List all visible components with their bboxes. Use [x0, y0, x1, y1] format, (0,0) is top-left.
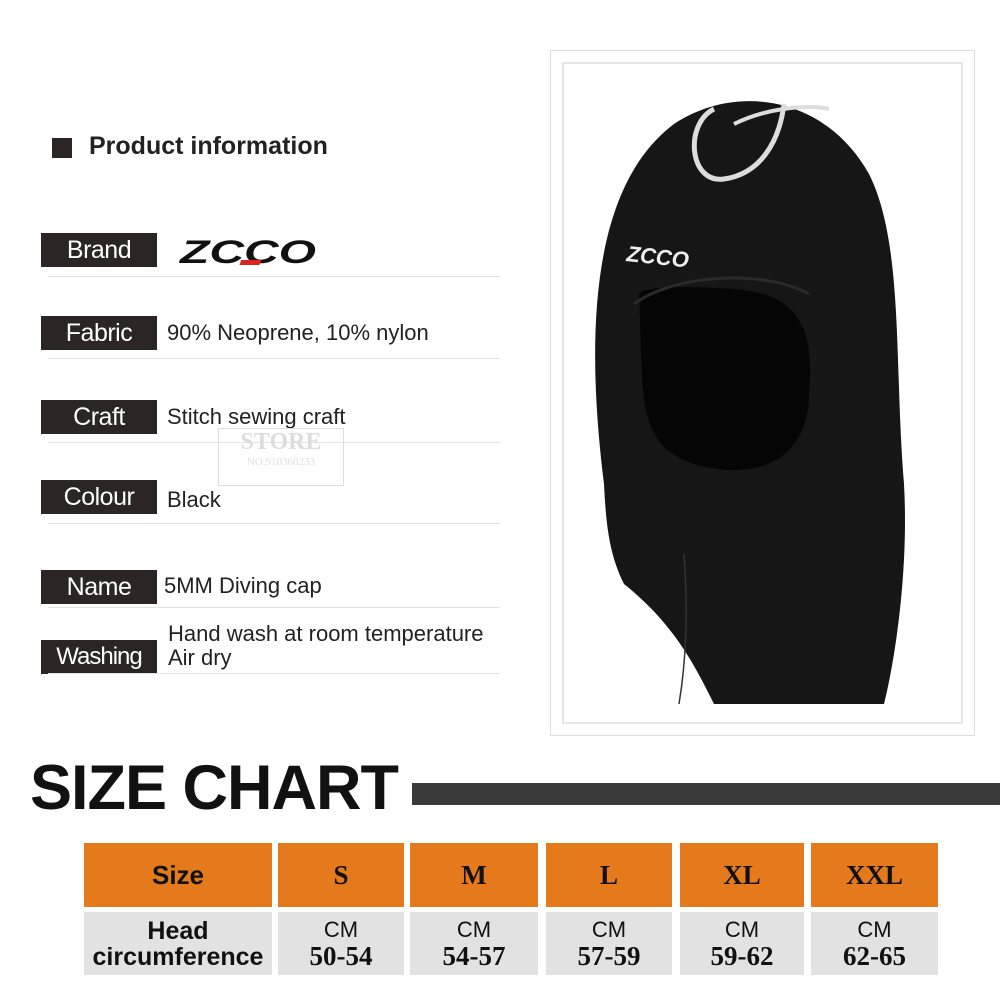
- range-cell: CM 59-62: [680, 912, 804, 975]
- craft-value: Stitch sewing craft: [167, 404, 346, 429]
- range-cell: CM 62-65: [811, 912, 938, 975]
- diving-hood-image: ZCCO: [595, 101, 905, 705]
- range-cell: CM 57-59: [546, 912, 672, 975]
- fabric-value: 90% Neoprene, 10% nylon: [167, 320, 429, 345]
- divider: [48, 442, 500, 443]
- washing-label: Washing: [41, 640, 157, 674]
- colour-value: Black: [167, 487, 221, 512]
- size-chart-title: SIZE CHART: [30, 753, 399, 823]
- range-cell: CM 54-57: [410, 912, 538, 975]
- section-title: Product information: [89, 132, 328, 160]
- product-image: ZCCO: [562, 62, 963, 724]
- size-cell: M: [410, 843, 538, 907]
- size-cell: XXL: [811, 843, 938, 907]
- size-header: Size: [84, 843, 272, 907]
- watermark: STORE NO.910360233: [218, 428, 344, 486]
- brand-label: Brand: [41, 233, 157, 267]
- colour-label: Colour: [41, 480, 157, 514]
- washing-value: Hand wash at room temperature Air dry: [168, 621, 484, 670]
- size-cell: XL: [680, 843, 804, 907]
- size-cell: S: [278, 843, 404, 907]
- name-value: 5MM Diving cap: [164, 573, 322, 598]
- name-label: Name: [41, 570, 157, 604]
- measure-label: Head circumference: [84, 912, 272, 975]
- divider: [48, 673, 500, 674]
- divider: [48, 607, 500, 608]
- brand-logo: ZCCO: [178, 236, 316, 268]
- divider: [48, 276, 500, 277]
- fabric-label: Fabric: [41, 316, 157, 350]
- header-square-icon: [52, 138, 72, 158]
- size-cell: L: [546, 843, 672, 907]
- title-bar-decoration: [412, 783, 1000, 805]
- range-cell: CM 50-54: [278, 912, 404, 975]
- divider: [48, 358, 500, 359]
- divider: [48, 523, 500, 524]
- craft-label: Craft: [41, 400, 157, 434]
